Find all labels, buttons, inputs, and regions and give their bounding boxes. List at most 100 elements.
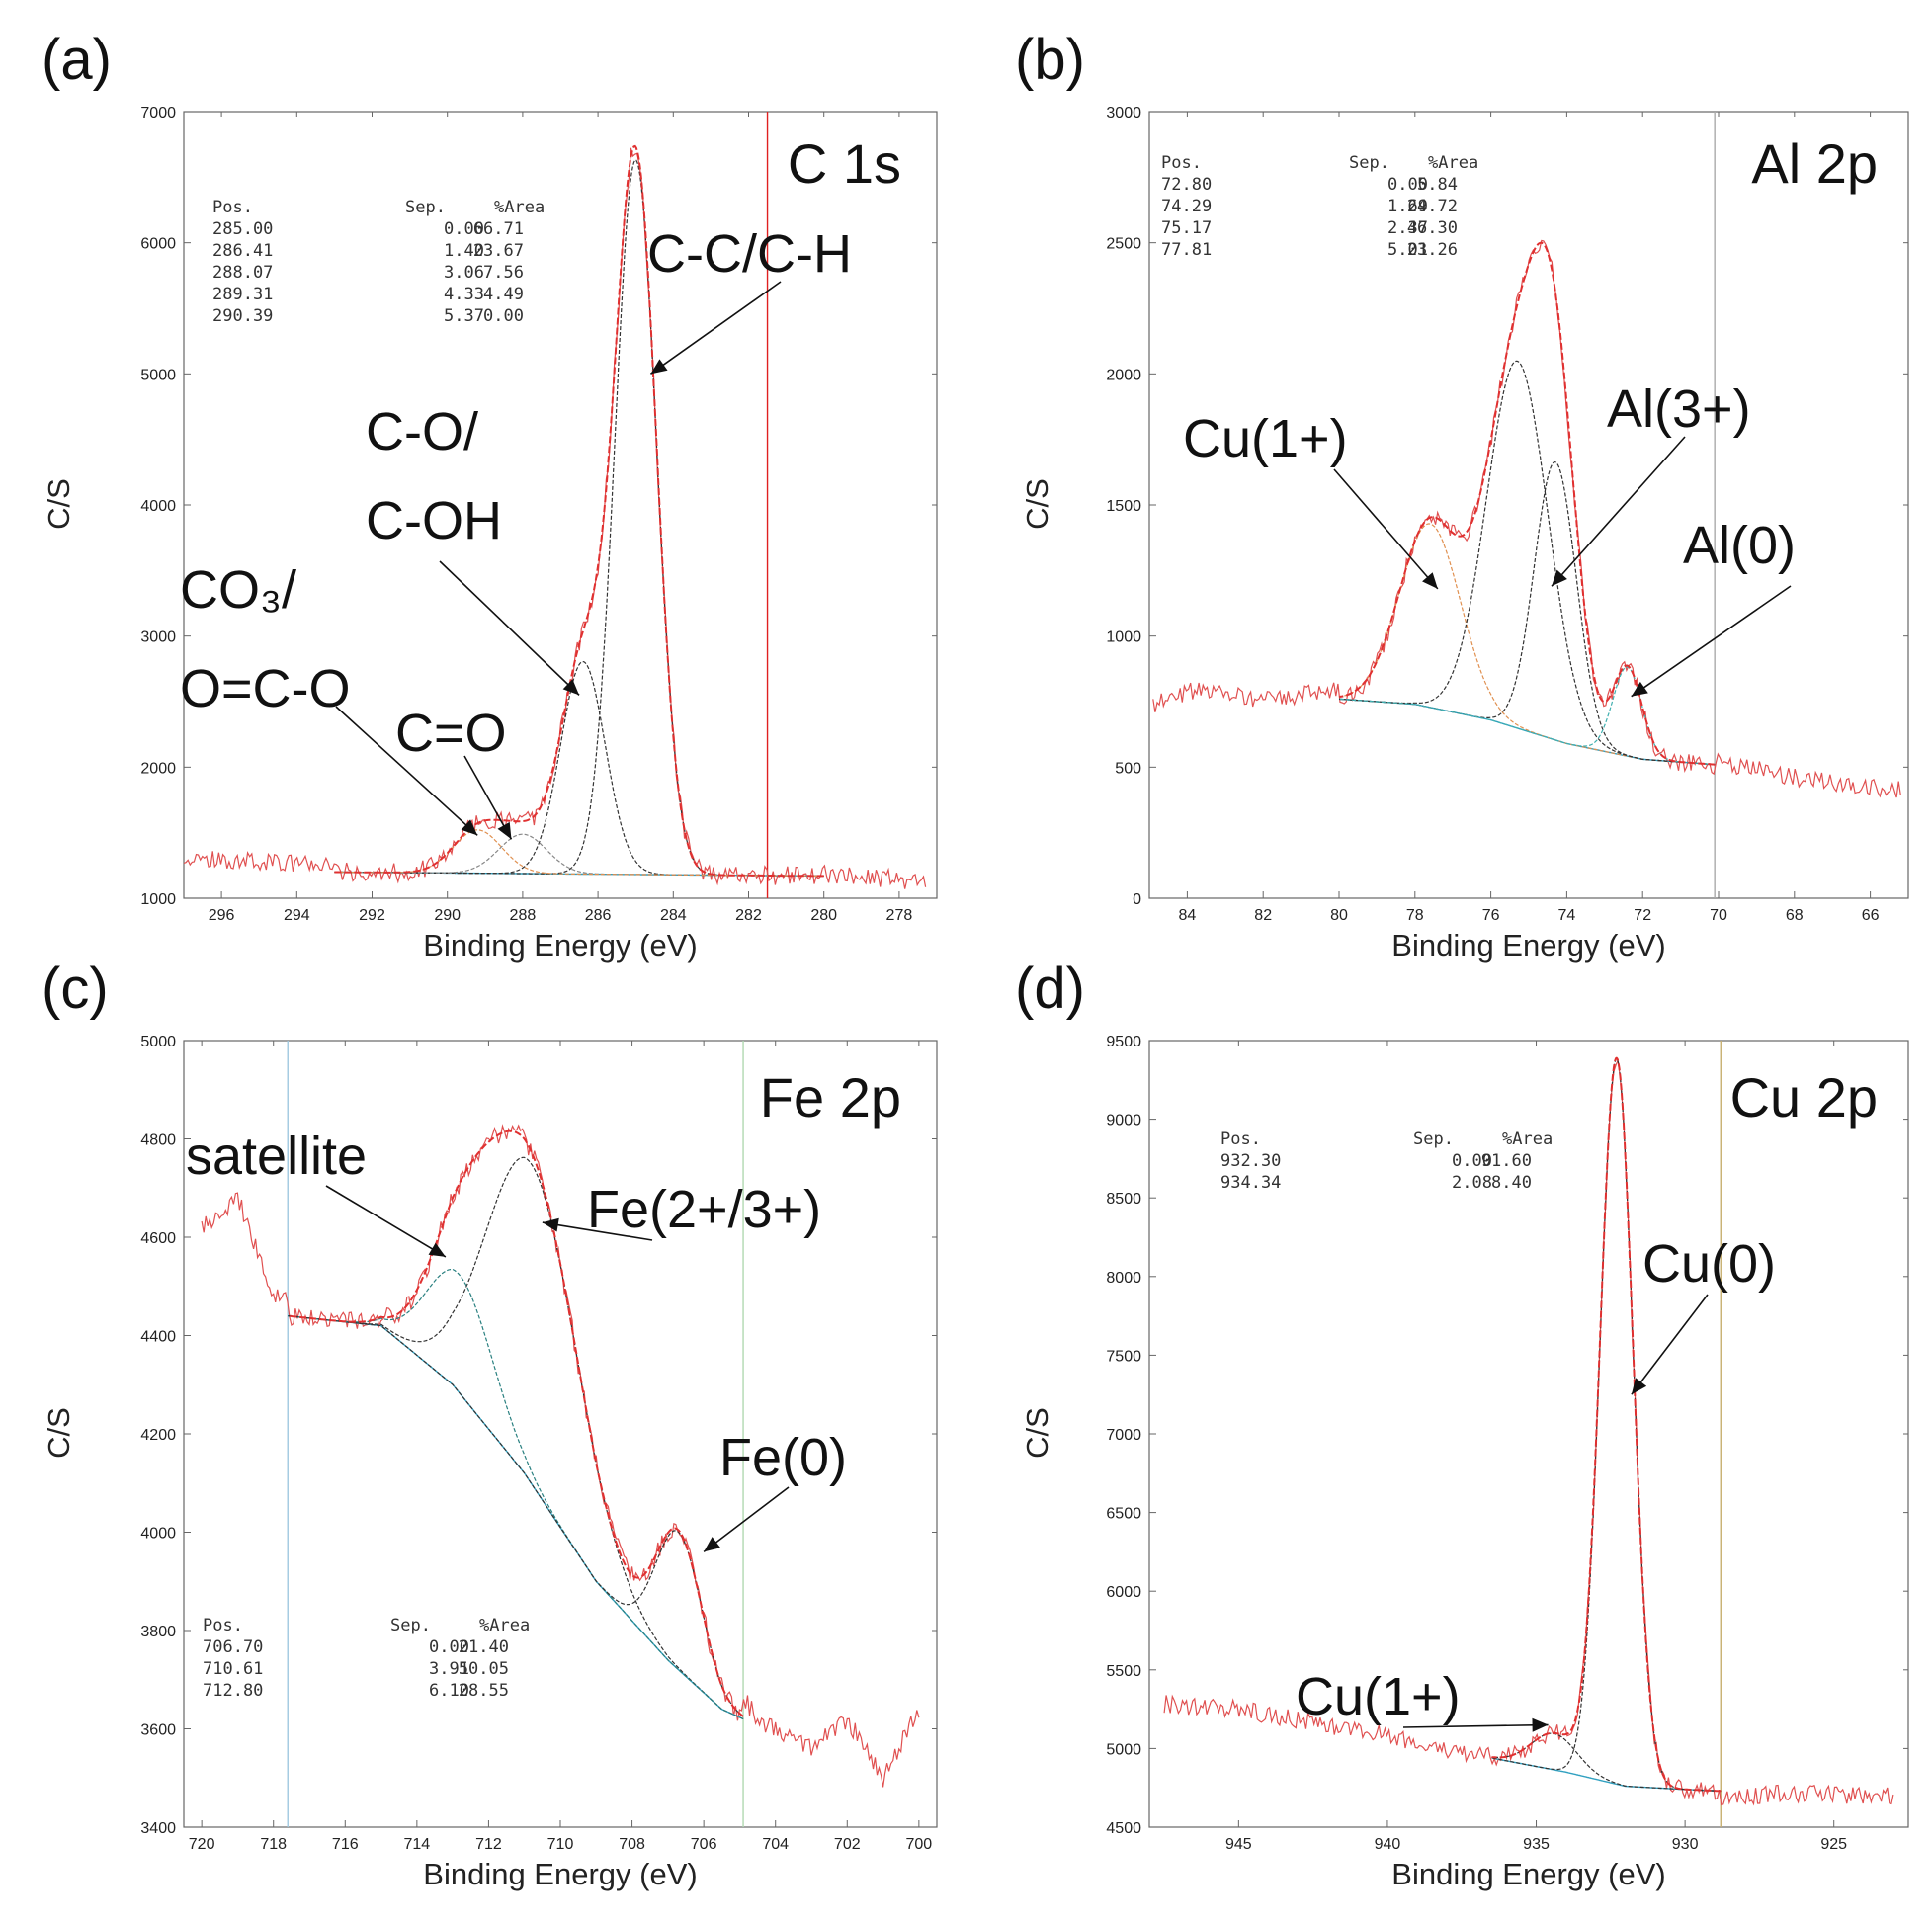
x-tick-label: 708 — [619, 1836, 645, 1853]
fit-table-cell: 0.00 — [1452, 1151, 1492, 1171]
y-tick-label: 8500 — [1106, 1191, 1141, 1208]
spectrum-label: Fe 2p — [760, 1066, 901, 1129]
fit-table-header: Pos. — [212, 198, 253, 217]
fit-table-cell: 290.39 — [212, 306, 273, 326]
fit-table-header: Sep. — [390, 1616, 431, 1635]
fit-table-cell: 1.40 — [444, 241, 484, 261]
x-tick-label: 712 — [475, 1836, 502, 1853]
annotation-arrow-head — [704, 1537, 721, 1552]
fit-table-header: Sep. — [1413, 1130, 1454, 1149]
fit-table-header: Sep. — [1349, 153, 1389, 173]
annotation-arrow-line — [1333, 468, 1439, 590]
peak-annotation: O=C-O — [180, 659, 351, 718]
x-tick-label: 940 — [1375, 1836, 1401, 1853]
fit-table-cell: 932.30 — [1220, 1151, 1281, 1171]
peak-annotation: Cu(1+) — [1183, 409, 1348, 468]
fit-table-cell: 21.40 — [459, 1637, 509, 1657]
y-tick-label: 3000 — [1106, 105, 1141, 122]
x-tick-label: 286 — [585, 907, 612, 924]
y-tick-label: 5000 — [140, 367, 176, 383]
x-tick-label: 288 — [510, 907, 537, 924]
fit-table-cell: 5.84 — [1417, 175, 1458, 195]
peak-annotation: CO₃/ — [180, 560, 296, 620]
fit-table-cell: 0.00 — [483, 306, 524, 326]
background-line — [1491, 1757, 1722, 1793]
annotation-arrow-head — [428, 1242, 446, 1257]
y-tick-label: 3000 — [140, 629, 176, 646]
x-tick-label: 700 — [906, 1836, 933, 1853]
spectrum-label: C 1s — [788, 132, 901, 195]
fit-table-header: Pos. — [1220, 1130, 1261, 1149]
fit-table-cell: 8.40 — [1491, 1173, 1532, 1193]
y-tick-label: 4600 — [140, 1230, 176, 1247]
fit-table-cell: 0.00 — [444, 219, 484, 239]
annotation-arrow-line — [1631, 1294, 1709, 1395]
y-tick-label: 1500 — [1106, 498, 1141, 515]
panel-c: 720 718 716 714 712 710 708 706 704 702 700 3400 360… — [42, 957, 938, 1891]
component-peak-line — [334, 833, 824, 877]
fit-table-cell: 23.67 — [473, 241, 524, 261]
annotation-arrow-head — [1631, 1378, 1647, 1395]
fit-table-cell: 6.10 — [429, 1681, 469, 1701]
x-tick-label: 292 — [359, 907, 385, 924]
peak-annotation: Fe(2+/3+) — [587, 1180, 821, 1239]
fit-table-cell: 28.55 — [459, 1681, 509, 1701]
fit-table-header: %Area — [1428, 153, 1478, 173]
y-axis-label: C/S — [1020, 1407, 1054, 1459]
peak-annotation: Al(0) — [1683, 516, 1796, 575]
x-axis-label: Binding Energy (eV) — [423, 928, 697, 962]
panel-letter: (c) — [42, 957, 109, 1021]
y-tick-label: 3800 — [140, 1624, 176, 1640]
fit-table-cell: 706.70 — [203, 1637, 263, 1657]
annotation-arrow-head — [650, 359, 668, 375]
peak-annotation: Cu(1+) — [1296, 1667, 1461, 1726]
x-tick-label: 68 — [1786, 907, 1804, 924]
component-peak-line — [288, 1268, 744, 1720]
fit-table-cell: 7.56 — [483, 263, 524, 283]
y-tick-label: 5000 — [1106, 1741, 1141, 1758]
fit-table-cell: 0.00 — [1387, 175, 1428, 195]
fit-table-cell: 286.41 — [212, 241, 273, 261]
peak-annotation: Fe(0) — [719, 1428, 847, 1487]
peak-annotation: C-O/ — [366, 402, 478, 461]
x-tick-label: 280 — [810, 907, 837, 924]
fit-table-cell: 5.01 — [1387, 240, 1428, 260]
x-tick-label: 294 — [284, 907, 310, 924]
fit-table-cell: 2.08 — [1452, 1173, 1492, 1193]
fit-table-cell: 5.37 — [444, 306, 484, 326]
peak-annotation: Al(3+) — [1607, 379, 1751, 439]
fit-table-cell: 0.00 — [429, 1637, 469, 1657]
x-tick-label: 718 — [260, 1836, 287, 1853]
peak-annotation: C-C/C-H — [647, 224, 852, 284]
fit-table-cell: 46.30 — [1407, 218, 1458, 238]
fit-table-cell: 288.07 — [212, 263, 273, 283]
fit-table-cell: 3.06 — [444, 263, 484, 283]
annotation-arrow-line — [335, 706, 478, 836]
fit-table-cell: 66.71 — [473, 219, 524, 239]
y-tick-label: 4200 — [140, 1427, 176, 1444]
annotation-arrow-line — [542, 1221, 653, 1241]
y-tick-label: 4400 — [140, 1329, 176, 1346]
x-tick-label: 66 — [1862, 907, 1880, 924]
fit-table-header: %Area — [494, 198, 545, 217]
y-tick-label: 9500 — [1106, 1034, 1141, 1050]
annotation-arrow-head — [1552, 569, 1567, 587]
x-tick-label: 76 — [1482, 907, 1500, 924]
annotation-arrow-line — [439, 560, 580, 696]
fit-table-header: Pos. — [203, 1616, 243, 1635]
y-tick-label: 6000 — [1106, 1584, 1141, 1601]
x-tick-label: 935 — [1523, 1836, 1550, 1853]
x-tick-label: 945 — [1225, 1836, 1252, 1853]
y-tick-label: 9000 — [1106, 1113, 1141, 1130]
peak-annotation: satellite — [186, 1127, 367, 1186]
fit-table-header: %Area — [1502, 1130, 1553, 1149]
annotation-arrow-head — [461, 819, 478, 836]
y-tick-label: 7000 — [1106, 1427, 1141, 1444]
component-peak-line — [334, 829, 824, 877]
x-tick-label: 710 — [547, 1836, 574, 1853]
fit-table-cell: 77.81 — [1161, 240, 1212, 260]
x-tick-label: 80 — [1330, 907, 1348, 924]
annotation-arrow-line — [463, 755, 513, 840]
fit-table-cell: 72.80 — [1161, 175, 1212, 195]
y-tick-label: 4500 — [1106, 1820, 1141, 1837]
